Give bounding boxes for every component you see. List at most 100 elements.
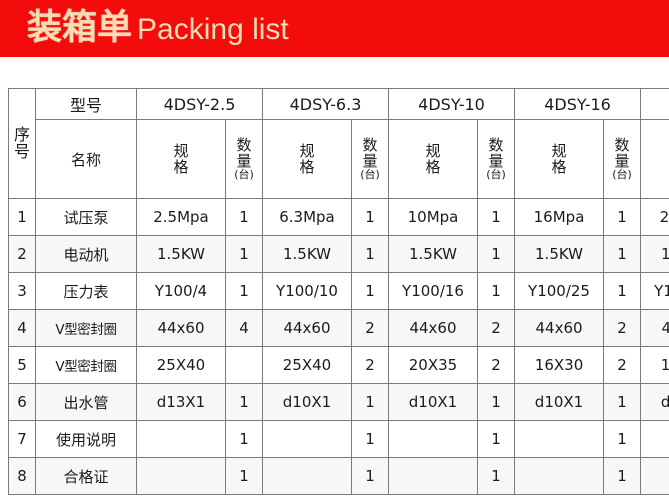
header-qty-line1: 数 xyxy=(362,135,378,154)
cell-spec: 25X40 xyxy=(262,346,352,384)
header-qty-line2: 量 xyxy=(614,152,630,171)
header-spec-4: 规格 xyxy=(514,119,605,199)
cell-spec: 1.5KW xyxy=(514,235,605,273)
cell-quantity: 1 xyxy=(476,272,516,310)
cell-quantity: 1 xyxy=(225,383,263,421)
cell-spec: 2.5Mpa xyxy=(136,198,226,236)
cell-quantity: 1 xyxy=(603,235,642,273)
cell-quantity xyxy=(225,346,263,384)
header-qty-line1: 数 xyxy=(614,135,630,154)
cell-quantity: 1 xyxy=(351,420,389,458)
cell-quantity: 1 xyxy=(476,457,516,495)
cell-sequence: 3 xyxy=(8,272,36,310)
cell-spec: d10X1 xyxy=(514,383,605,421)
table-row: 7使用说明11111 xyxy=(8,420,669,458)
cell-spec xyxy=(388,457,478,495)
cell-quantity: 4 xyxy=(225,309,263,347)
header-quantity-3: 数量 (台) xyxy=(476,119,516,199)
header-spec-1: 规格 xyxy=(136,119,226,199)
cell-quantity: 2 xyxy=(603,309,642,347)
cell-quantity: 1 xyxy=(603,420,642,458)
cell-spec: Y100/25 xyxy=(514,272,605,310)
header-spec-line1: 规 xyxy=(642,143,669,159)
cell-item-name: 使用说明 xyxy=(35,420,137,458)
cell-quantity: 1 xyxy=(476,198,516,236)
header-spec-line2: 格 xyxy=(642,159,669,175)
cell-quantity: 1 xyxy=(603,272,642,310)
table-row: 4V型密封圈44x60444x60244x60244x60244x602 xyxy=(8,309,669,347)
cell-quantity: 1 xyxy=(351,198,389,236)
cell-sequence: 6 xyxy=(8,383,36,421)
page-title-english: Packing list xyxy=(137,13,289,46)
header-name-label: 名称 xyxy=(35,119,137,199)
table-row: 3压力表Y100/41Y100/101Y100/161Y100/251Y100/… xyxy=(8,272,669,310)
cell-spec xyxy=(262,457,352,495)
header-spec-line1: 规 xyxy=(173,141,189,160)
cell-spec: 16X30 xyxy=(514,346,605,384)
header-qty-line2: 量 xyxy=(362,152,378,171)
table-row: 6出水管d13X11d10X11d10X11d10X11d10X11 xyxy=(8,383,669,421)
header-model-2: 4DSY-6.3 xyxy=(262,88,389,120)
cell-sequence: 8 xyxy=(8,457,36,495)
cell-quantity: 2 xyxy=(476,346,516,384)
table-header-row-models: 序号型号4DSY-2.54DSY-6.34DSY-104DSY-164DSY-2… xyxy=(8,88,669,199)
cell-quantity: 1 xyxy=(351,457,389,495)
cell-item-name: 电动机 xyxy=(35,235,137,273)
header-spec-line1: 规 xyxy=(299,141,315,160)
table-row: 5V型密封圈25X4025X40220X35216X30212X242 xyxy=(8,346,669,384)
cell-spec: 25X40 xyxy=(136,346,226,384)
header-spec-3: 规格 xyxy=(388,119,478,199)
cell-quantity: 1 xyxy=(225,198,263,236)
cell-quantity: 1 xyxy=(225,272,263,310)
header-spec-line1: 规 xyxy=(551,141,567,160)
cell-spec: 1.5KW xyxy=(640,235,669,273)
packing-list-table-body: 序号型号4DSY-2.54DSY-6.34DSY-104DSY-164DSY-2… xyxy=(8,88,669,495)
cell-item-name: 出水管 xyxy=(35,383,137,421)
cell-quantity: 1 xyxy=(351,272,389,310)
header-spec-line2: 格 xyxy=(551,158,567,176)
cell-sequence: 5 xyxy=(8,346,36,384)
cell-item-name: 合格证 xyxy=(35,457,137,495)
header-sequence-number: 序号 xyxy=(8,88,36,199)
header-quantity-4: 数量 (台) xyxy=(603,119,642,199)
cell-spec xyxy=(514,457,605,495)
cell-quantity: 1 xyxy=(476,383,516,421)
cell-quantity: 1 xyxy=(225,235,263,273)
page-title-chinese: 装箱单 xyxy=(27,8,133,48)
cell-spec: 10Mpa xyxy=(388,198,478,236)
cell-spec: d10X1 xyxy=(388,383,478,421)
cell-sequence: 7 xyxy=(8,420,36,458)
cell-spec xyxy=(514,420,605,458)
header-spec-line2: 格 xyxy=(425,158,441,176)
cell-spec: Y100/4 xyxy=(136,272,226,310)
cell-quantity: 2 xyxy=(351,309,389,347)
cell-quantity: 2 xyxy=(476,309,516,347)
cell-spec: d10X1 xyxy=(262,383,352,421)
cell-spec: d10X1 xyxy=(640,383,669,421)
cell-spec xyxy=(640,457,669,495)
cell-sequence: 4 xyxy=(8,309,36,347)
header-qty-unit: (台) xyxy=(360,168,380,182)
cell-spec: Y100/16 xyxy=(388,272,478,310)
cell-spec: 12X24 xyxy=(640,346,669,384)
header-qty-line2: 量 xyxy=(236,152,252,171)
cell-item-name: V型密封圈 xyxy=(35,309,137,347)
header-quantity-2: 数量 (台) xyxy=(351,119,389,199)
header-qty-line1: 数 xyxy=(236,135,252,154)
cell-quantity: 1 xyxy=(603,457,642,495)
cell-quantity: 1 xyxy=(225,457,263,495)
cell-item-name: V型密封圈 xyxy=(35,346,137,384)
header-spec-2: 规格 xyxy=(262,119,352,199)
header-model-1: 4DSY-2.5 xyxy=(136,88,263,120)
packing-list-table-wrapper: 序号型号4DSY-2.54DSY-6.34DSY-104DSY-164DSY-2… xyxy=(8,88,669,495)
header-spec-line1: 规 xyxy=(425,141,441,160)
header-qty-unit: (台) xyxy=(234,168,254,182)
cell-spec: Y100/40 xyxy=(640,272,669,310)
cell-quantity: 1 xyxy=(351,383,389,421)
cell-spec: 6.3Mpa xyxy=(262,198,352,236)
header-model-4: 4DSY-16 xyxy=(514,88,642,120)
cell-quantity: 2 xyxy=(603,346,642,384)
header-spec-5: 规格 xyxy=(640,119,669,199)
cell-spec: 44x60 xyxy=(640,309,669,347)
